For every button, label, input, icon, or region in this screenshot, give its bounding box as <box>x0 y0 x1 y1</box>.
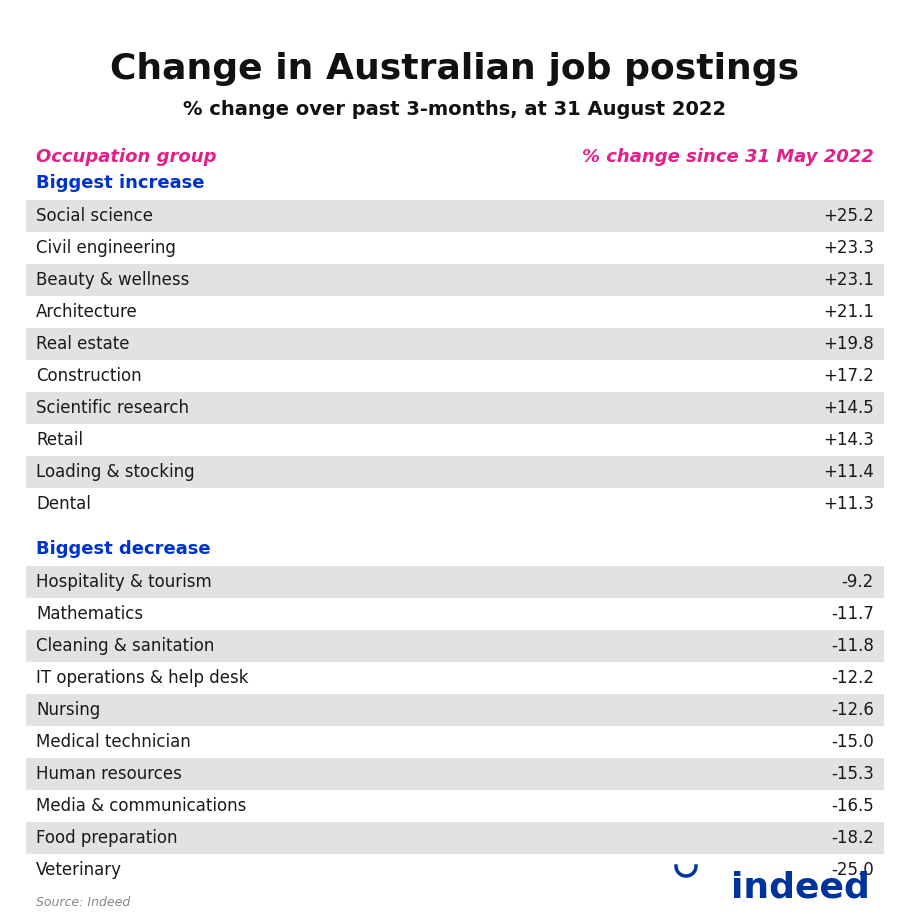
Text: Civil engineering: Civil engineering <box>36 239 176 257</box>
Bar <box>26 566 884 598</box>
Bar <box>26 758 884 790</box>
Bar <box>26 360 884 392</box>
Text: +21.1: +21.1 <box>823 303 874 321</box>
Text: Food preparation: Food preparation <box>36 829 177 847</box>
Text: indeed: indeed <box>731 870 870 904</box>
Bar <box>26 598 884 630</box>
Bar <box>26 790 884 822</box>
Text: -25.0: -25.0 <box>831 861 874 879</box>
Text: -9.2: -9.2 <box>842 573 874 591</box>
Text: +25.2: +25.2 <box>824 207 874 225</box>
Text: +23.1: +23.1 <box>823 271 874 289</box>
Bar <box>26 630 884 662</box>
Bar <box>26 456 884 488</box>
Text: -18.2: -18.2 <box>831 829 874 847</box>
Text: +11.4: +11.4 <box>824 463 874 481</box>
Bar <box>26 264 884 296</box>
Text: Medical technician: Medical technician <box>36 733 191 751</box>
Text: % change since 31 May 2022: % change since 31 May 2022 <box>582 148 874 166</box>
Bar <box>26 200 884 232</box>
Bar <box>26 488 884 520</box>
Text: -11.7: -11.7 <box>831 605 874 623</box>
Text: +19.8: +19.8 <box>824 335 874 353</box>
Text: Real estate: Real estate <box>36 335 129 353</box>
Text: Retail: Retail <box>36 431 83 449</box>
Text: Source: Indeed: Source: Indeed <box>36 896 130 909</box>
Text: Scientific research: Scientific research <box>36 399 189 417</box>
Text: Media & communications: Media & communications <box>36 797 247 815</box>
Text: +17.2: +17.2 <box>824 367 874 385</box>
Text: Biggest increase: Biggest increase <box>36 174 205 192</box>
Text: Construction: Construction <box>36 367 142 385</box>
Text: IT operations & help desk: IT operations & help desk <box>36 669 248 687</box>
Text: +14.5: +14.5 <box>824 399 874 417</box>
Text: Dental: Dental <box>36 495 91 513</box>
Text: +11.3: +11.3 <box>823 495 874 513</box>
Text: -16.5: -16.5 <box>831 797 874 815</box>
Text: Occupation group: Occupation group <box>36 148 217 166</box>
Bar <box>26 662 884 694</box>
Bar <box>26 424 884 456</box>
Text: -15.0: -15.0 <box>831 733 874 751</box>
Bar <box>26 854 884 886</box>
Text: -12.6: -12.6 <box>831 701 874 719</box>
Text: -11.8: -11.8 <box>831 637 874 655</box>
Text: Change in Australian job postings: Change in Australian job postings <box>110 52 800 86</box>
Text: Architecture: Architecture <box>36 303 137 321</box>
Text: Cleaning & sanitation: Cleaning & sanitation <box>36 637 215 655</box>
Text: Loading & stocking: Loading & stocking <box>36 463 195 481</box>
Bar <box>26 392 884 424</box>
Text: Veterinary: Veterinary <box>36 861 122 879</box>
Text: Beauty & wellness: Beauty & wellness <box>36 271 189 289</box>
Bar <box>26 822 884 854</box>
Bar <box>26 296 884 328</box>
Text: +14.3: +14.3 <box>824 431 874 449</box>
Bar <box>26 232 884 264</box>
Text: Social science: Social science <box>36 207 153 225</box>
Bar <box>26 328 884 360</box>
Bar <box>26 726 884 758</box>
Text: Human resources: Human resources <box>36 765 182 783</box>
Text: -15.3: -15.3 <box>831 765 874 783</box>
Text: -12.2: -12.2 <box>831 669 874 687</box>
Text: Hospitality & tourism: Hospitality & tourism <box>36 573 212 591</box>
Text: Nursing: Nursing <box>36 701 100 719</box>
Text: +23.3: +23.3 <box>823 239 874 257</box>
Text: Mathematics: Mathematics <box>36 605 143 623</box>
Text: Biggest decrease: Biggest decrease <box>36 540 210 558</box>
Bar <box>26 694 884 726</box>
Text: % change over past 3-months, at 31 August 2022: % change over past 3-months, at 31 Augus… <box>184 100 726 119</box>
